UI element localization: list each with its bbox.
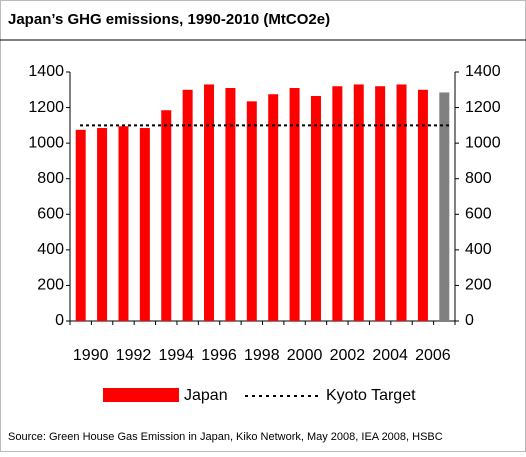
bar [118,126,129,321]
bar [204,84,215,321]
y-tick-label: 0 [55,312,64,329]
bar [310,96,321,321]
bar [161,110,172,321]
legend-swatch [103,388,179,402]
chart-title: Japan’s GHG emissions, 1990-2010 (MtCO2e… [8,11,330,28]
bar [268,94,279,321]
legend-label: Kyoto Target [326,387,416,404]
y2-tick-label: 1200 [465,99,501,116]
y-tick-label: 1400 [28,63,64,80]
source-note: Source: Green House Gas Emission in Japa… [8,431,443,443]
x-tick-label: 2006 [415,347,451,364]
bar [97,128,108,321]
y2-tick-label: 1400 [465,63,501,80]
bar [353,84,364,321]
x-tick-label: 2002 [330,347,366,364]
y2-tick-label: 0 [465,312,474,329]
x-tick-label: 1998 [244,347,280,364]
legend-label: Japan [184,387,228,404]
y2-tick-label: 400 [465,241,492,258]
x-tick-label: 1990 [73,347,109,364]
x-tick-label: 1992 [116,347,152,364]
bar [332,86,343,321]
bar [439,92,450,321]
y2-tick-label: 600 [465,206,492,223]
y2-tick-label: 800 [465,170,492,187]
y-tick-label: 200 [37,277,64,294]
y2-tick-label: 200 [465,277,492,294]
bar [396,84,407,321]
x-tick-label: 1994 [158,347,194,364]
y-tick-label: 1200 [28,99,64,116]
x-tick-label: 1996 [201,347,237,364]
bar [225,88,236,321]
y-tick-label: 1000 [28,134,64,151]
bar [182,89,193,322]
bar [375,86,386,321]
bar [75,129,86,321]
bar [289,88,300,321]
y2-tick-label: 1000 [465,134,501,151]
y-tick-label: 800 [37,170,64,187]
bar [139,128,150,321]
y-tick-label: 600 [37,206,64,223]
x-tick-label: 2000 [287,347,323,364]
bar [246,101,257,321]
y-tick-label: 400 [37,241,64,258]
bar [417,89,428,322]
x-tick-label: 2004 [372,347,408,364]
